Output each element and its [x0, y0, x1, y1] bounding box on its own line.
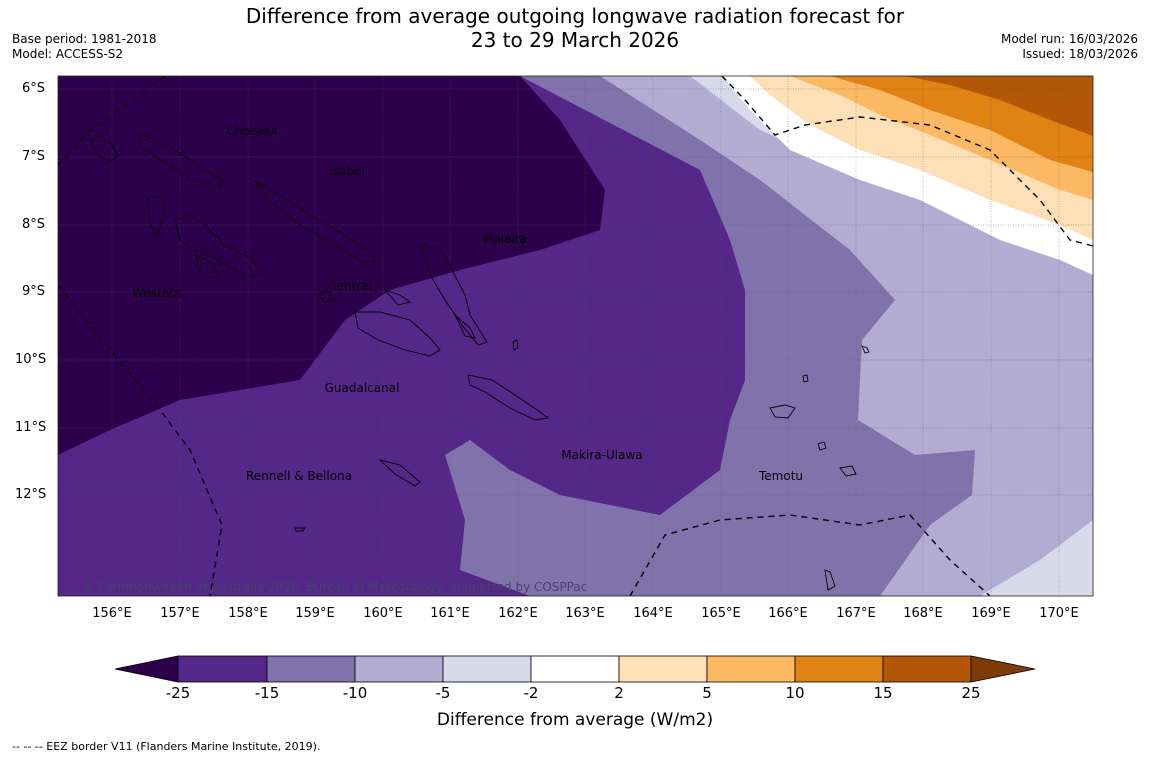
colorbar: [114, 655, 1036, 683]
lon-label: 159°E: [295, 606, 335, 621]
lon-label: 164°E: [633, 606, 673, 621]
title-line-1: Difference from average outgoing longwav…: [245, 4, 905, 28]
chart-title: Difference from average outgoing longwav…: [0, 4, 1150, 52]
colorbar-tick: -10: [342, 684, 368, 702]
colorbar-bin-3: [354, 655, 444, 683]
lon-label: 166°E: [768, 606, 808, 621]
lat-label: 7°S: [22, 149, 46, 164]
lat-label: 8°S: [22, 217, 46, 232]
province-isabel: Isabel: [329, 164, 365, 178]
colorbar-tick: 10: [785, 684, 805, 702]
lat-label: 11°S: [15, 420, 47, 435]
colorbar-tick: -25: [165, 684, 191, 702]
lon-label: 165°E: [701, 606, 741, 621]
province-temotu: Temotu: [758, 469, 804, 483]
base-period: Base period: 1981-2018: [12, 32, 157, 46]
province-rennell-bellona: Rennell & Bellona: [245, 469, 353, 483]
coastlines: [89, 131, 870, 591]
province-choiseul: Choiseul: [226, 124, 278, 138]
colorbar-bin-8: [794, 655, 884, 683]
lon-label: 156°E: [92, 606, 132, 621]
eez-footnote: -- -- -- EEZ border V11 (Flanders Marine…: [12, 740, 321, 753]
colorbar-tick: 25: [961, 684, 981, 702]
colorbar-tick: 15: [873, 684, 893, 702]
issued-date: Issued: 18/03/2026: [1022, 47, 1138, 61]
map-frame: [57, 75, 1094, 597]
meta-left: Base period: 1981-2018 Model: ACCESS-S2: [12, 32, 157, 62]
band-below-neg25: [58, 76, 605, 455]
colorbar-under: [114, 655, 179, 683]
province-guadalcanal: Guadalcanal: [324, 381, 400, 395]
colorbar-tick: -15: [254, 684, 280, 702]
colorbar-tick: 2: [614, 684, 624, 702]
province-central: Central: [328, 279, 372, 293]
eez-borders: [58, 76, 1093, 596]
lon-label: 163°E: [565, 606, 605, 621]
title-line-2: 23 to 29 March 2026: [470, 28, 680, 52]
colorbar-tick: -5: [435, 684, 451, 702]
lat-label: 10°S: [15, 352, 47, 367]
colorbar-bin-7: [706, 655, 796, 683]
province-makira-ulawa: Makira-Ulawa: [561, 448, 643, 462]
lon-label: 160°E: [363, 606, 403, 621]
colorbar-bin-6: [618, 655, 708, 683]
model-name: Model: ACCESS-S2: [12, 47, 124, 61]
band-15-25: [905, 76, 1093, 136]
lon-label: 170°E: [1039, 606, 1079, 621]
colorbar-bin-9: [882, 655, 972, 683]
anomaly-field: [58, 76, 1093, 596]
lon-label: 168°E: [903, 606, 943, 621]
lat-label: 9°S: [22, 284, 46, 299]
lon-label: 161°E: [430, 606, 470, 621]
province-malaita: Malaita: [483, 232, 527, 246]
colorbar-label: Difference from average (W/m2): [436, 710, 714, 730]
meta-right: Model run: 16/03/2026 Issued: 18/03/2026: [1001, 32, 1138, 62]
lat-label: 12°S: [15, 487, 47, 502]
colorbar-tick: -2: [523, 684, 539, 702]
province-western: Western: [132, 286, 182, 300]
lon-label: 169°E: [971, 606, 1011, 621]
lon-label: 157°E: [160, 606, 200, 621]
colorbar-over: [970, 655, 1036, 683]
lat-label: 6°S: [22, 81, 46, 96]
colorbar-bin-1: [177, 655, 268, 683]
colorbar-bin-2: [266, 655, 356, 683]
model-run: Model run: 16/03/2026: [1000, 32, 1138, 46]
colorbar-tick: 5: [702, 684, 712, 702]
graticule: [58, 76, 1093, 596]
lon-label: 167°E: [836, 606, 876, 621]
lon-label: 162°E: [498, 606, 538, 621]
colorbar-bin-5: [530, 655, 620, 683]
colorbar-bin-4: [442, 655, 532, 683]
copyright-notice: © Commonwealth of Australia 2026, Bureau…: [82, 580, 588, 594]
lon-label: 158°E: [228, 606, 268, 621]
